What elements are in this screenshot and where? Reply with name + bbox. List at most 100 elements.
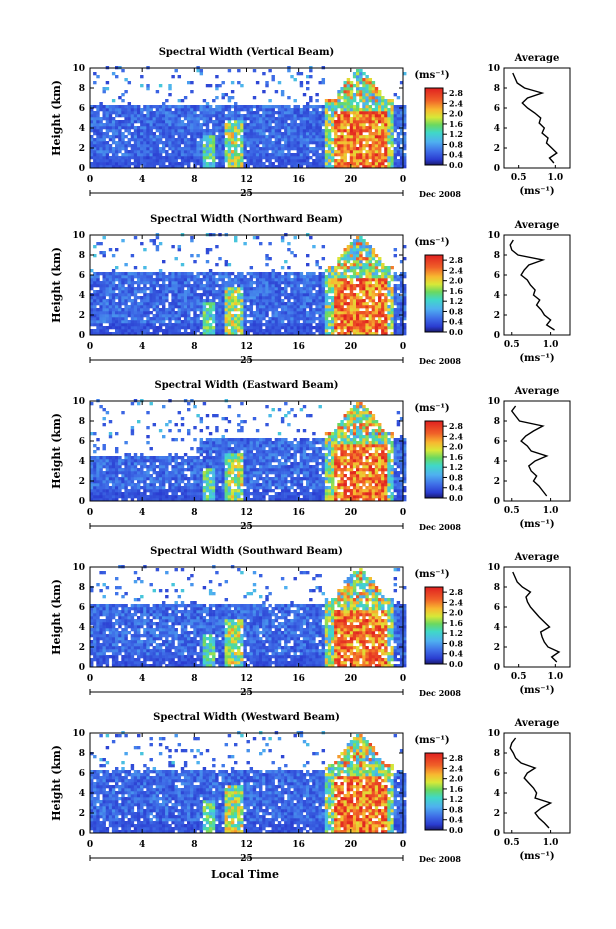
colorbar	[424, 254, 444, 333]
average-profile-line	[509, 239, 555, 331]
y-tick-label: 10	[72, 64, 85, 74]
average-y-tick-label: 2	[494, 643, 500, 653]
average-y-tick-label: 2	[494, 809, 500, 819]
average-x-label: (ms⁻¹)	[519, 851, 554, 862]
average-profile-line	[509, 737, 553, 829]
y-tick-label: 6	[79, 271, 85, 281]
y-tick-label: 0	[79, 663, 85, 673]
x-tick-label: 20	[345, 508, 358, 518]
average-y-tick-label: 6	[494, 769, 500, 779]
average-y-tick-label: 10	[487, 64, 500, 74]
panel-2: Spectral Width (Northward Beam) 0 2 4 6 8 10 0 4…	[50, 214, 571, 366]
colorbar-tick-label: 2.4	[449, 763, 463, 773]
average-x-tick-label: 0.5	[504, 838, 520, 848]
average-y-tick-label: 4	[494, 124, 500, 134]
x-tick-label: 12	[240, 508, 253, 518]
y-tick-label: 4	[79, 789, 85, 799]
colorbar-tick-label: 1.2	[449, 462, 463, 472]
x-tick-label: 12	[240, 342, 253, 352]
panel-3: Spectral Width (Eastward Beam) 0 2 4 6 8 10 0 4 8…	[50, 380, 571, 532]
x-tick-label: 20	[345, 175, 358, 185]
colorbar-tick-label: 2.8	[449, 421, 463, 431]
colorbar-tick-label: 2.8	[449, 587, 463, 597]
y-tick-label: 4	[79, 623, 85, 633]
average-x-tick-label: 1.0	[543, 838, 559, 848]
y-tick-label: 4	[79, 291, 85, 301]
average-y-tick-label: 8	[494, 417, 500, 427]
colorbar-tick-label: 0.4	[449, 483, 463, 493]
colorbar-tick-label: 0.4	[449, 649, 463, 659]
colorbar-unit: (ms⁻¹)	[414, 569, 449, 580]
colorbar-tick-label: 1.6	[449, 452, 463, 462]
colorbar-tick-label: 0.4	[449, 150, 463, 160]
y-tick-label: 8	[79, 583, 85, 593]
average-y-tick-label: 10	[487, 729, 500, 739]
y-tick-label: 4	[79, 457, 85, 467]
average-frame	[503, 67, 571, 169]
average-y-tick-label: 0	[494, 663, 500, 673]
y-tick-label: 0	[79, 164, 85, 174]
x-tick-label: 16	[292, 674, 305, 684]
y-tick-label: 10	[72, 231, 85, 241]
y-tick-label: 6	[79, 437, 85, 447]
panel-4: Spectral Width (Southward Beam) 0 2 4 6 8 10 0 4…	[50, 546, 571, 698]
month-label: Dec 2008	[419, 356, 461, 366]
x-tick-label: 16	[292, 508, 305, 518]
average-y-tick-label: 0	[494, 497, 500, 507]
average-y-tick-label: 8	[494, 251, 500, 261]
x-tick-label: 4	[139, 175, 145, 185]
panel-title: Spectral Width (Vertical Beam)	[159, 47, 335, 58]
average-y-tick-label: 8	[494, 749, 500, 759]
colorbar-tick-label: 2.8	[449, 88, 463, 98]
colorbar-tick-label: 2.4	[449, 597, 463, 607]
y-tick-label: 10	[72, 397, 85, 407]
colorbar-tick-label: 0.8	[449, 139, 463, 149]
average-y-tick-label: 10	[487, 397, 500, 407]
x-axis-label: Local Time	[211, 868, 279, 881]
x-tick-label: 0	[400, 175, 406, 185]
colorbar-tick-label: 2.8	[449, 753, 463, 763]
average-x-label: (ms⁻¹)	[519, 519, 554, 530]
average-y-tick-label: 4	[494, 457, 500, 467]
colorbar-tick-label: 0.8	[449, 638, 463, 648]
average-x-tick-label: 1.0	[543, 340, 559, 350]
colorbar-tick-label: 2.0	[449, 442, 463, 452]
colorbar	[424, 420, 444, 499]
x-tick-label: 16	[292, 175, 305, 185]
x-tick-label: 12	[240, 175, 253, 185]
heatmap-cells	[90, 399, 407, 502]
day-label: 25	[240, 356, 253, 366]
y-tick-label: 6	[79, 769, 85, 779]
colorbar-tick-label: 2.0	[449, 774, 463, 784]
x-tick-label: 0	[400, 674, 406, 684]
x-tick-label: 8	[191, 674, 197, 684]
y-axis-label: Height (km)	[50, 579, 63, 655]
colorbar-tick-label: 1.2	[449, 628, 463, 638]
x-tick-label: 8	[191, 175, 197, 185]
average-title: Average	[514, 552, 560, 563]
month-label: Dec 2008	[419, 854, 461, 864]
colorbar	[424, 586, 444, 665]
colorbar-tick-label: 2.4	[449, 431, 463, 441]
average-title: Average	[514, 718, 560, 729]
day-label: 25	[240, 522, 253, 532]
average-y-tick-label: 6	[494, 271, 500, 281]
average-y-tick-label: 4	[494, 789, 500, 799]
x-tick-label: 0	[87, 342, 93, 352]
colorbar-tick-label: 0.8	[449, 804, 463, 814]
x-tick-label: 8	[191, 342, 197, 352]
y-tick-label: 2	[79, 311, 85, 321]
colorbar-tick-label: 0.8	[449, 472, 463, 482]
colorbar-unit: (ms⁻¹)	[414, 403, 449, 414]
average-x-tick-label: 1.0	[547, 173, 563, 183]
y-tick-label: 0	[79, 331, 85, 341]
average-title: Average	[514, 220, 560, 231]
average-x-label: (ms⁻¹)	[519, 353, 554, 364]
x-tick-label: 8	[191, 508, 197, 518]
average-y-tick-label: 4	[494, 291, 500, 301]
x-tick-label: 0	[87, 175, 93, 185]
heatmap-cells	[90, 233, 407, 336]
average-frame	[503, 234, 571, 336]
colorbar-tick-label: 1.2	[449, 129, 463, 139]
y-tick-label: 8	[79, 251, 85, 261]
